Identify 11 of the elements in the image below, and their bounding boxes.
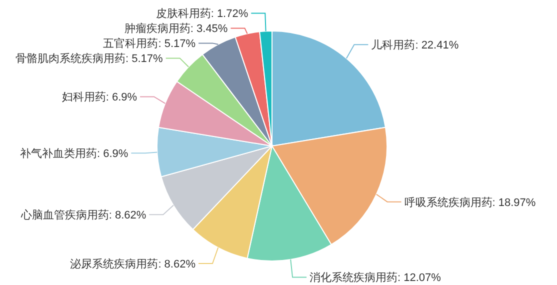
- slice-label: 消化系统疾病用药: 12.07%: [310, 271, 442, 284]
- slice-label: 皮肤科用药: 1.72%: [156, 7, 248, 20]
- slice-label: 骨骼肌肉系统疾病用药: 5.17%: [16, 52, 164, 66]
- slice-label: 妇科用药: 6.9%: [62, 90, 138, 104]
- slice-label: 心脑血管疾病用药: 8.62%: [20, 208, 146, 222]
- slice-label: 儿科用药: 22.41%: [371, 38, 459, 52]
- slice-label: 呼吸系统疾病用药: 18.97%: [404, 196, 536, 209]
- slice-label: 泌尿系统疾病用药: 8.62%: [70, 258, 196, 270]
- slice-label: 补气补血类用药: 6.9%: [20, 147, 128, 160]
- slice-label: 五官科用药: 5.17%: [103, 37, 196, 50]
- slice-label: 肿瘤疾病用药: 3.45%: [124, 22, 228, 36]
